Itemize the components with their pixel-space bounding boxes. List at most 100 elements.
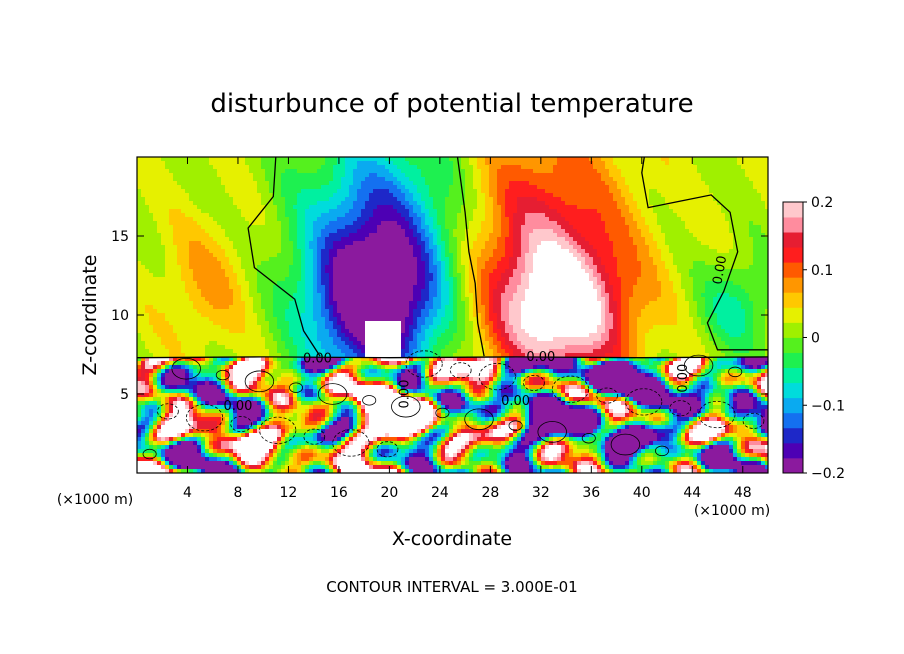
field-cell: [433, 265, 438, 270]
field-cell: [185, 213, 190, 218]
field-cell: [417, 261, 422, 266]
field-cell: [497, 233, 502, 238]
field-cell: [201, 253, 206, 258]
field-cell: [709, 165, 714, 170]
field-cell: [413, 161, 418, 166]
field-cell: [565, 205, 570, 210]
field-cell: [377, 201, 382, 206]
field-cell: [473, 229, 478, 234]
field-cell: [377, 197, 382, 202]
field-cell: [173, 213, 178, 218]
field-cell: [713, 173, 718, 178]
field-cell: [525, 181, 530, 186]
field-cell: [241, 189, 246, 194]
field-cell: [593, 157, 598, 162]
field-cell: [449, 177, 454, 182]
field-cell: [285, 265, 290, 270]
field-cell: [709, 169, 714, 174]
field-cell: [185, 269, 190, 274]
field-cell: [341, 221, 346, 226]
field-cell: [473, 185, 478, 190]
field-cell: [341, 277, 346, 282]
field-cell: [533, 173, 538, 178]
field-cell: [521, 221, 526, 226]
field-cell: [725, 269, 730, 274]
field-cell: [165, 197, 170, 202]
field-cell: [205, 165, 210, 170]
field-cell: [173, 169, 178, 174]
field-cell: [693, 221, 698, 226]
field-cell: [241, 205, 246, 210]
field-cell: [397, 221, 402, 226]
field-cell: [597, 185, 602, 190]
field-cell: [373, 181, 378, 186]
field-cell: [481, 177, 486, 182]
field-cell: [397, 241, 402, 246]
field-cell: [137, 237, 142, 242]
field-cell: [421, 193, 426, 198]
field-cell: [637, 233, 642, 238]
field-cell: [709, 245, 714, 250]
field-cell: [565, 237, 570, 242]
field-cell: [273, 177, 278, 182]
field-cell: [453, 237, 458, 242]
field-cell: [641, 217, 646, 222]
field-cell: [681, 205, 686, 210]
field-cell: [741, 165, 746, 170]
field-cell: [245, 225, 250, 230]
field-cell: [385, 197, 390, 202]
field-cell: [697, 209, 702, 214]
field-cell: [193, 249, 198, 254]
field-cell: [193, 197, 198, 202]
field-cell: [493, 181, 498, 186]
field-cell: [385, 181, 390, 186]
field-cell: [449, 165, 454, 170]
field-cell: [281, 181, 286, 186]
field-cell: [449, 265, 454, 270]
field-cell: [661, 229, 666, 234]
field-cell: [377, 281, 382, 286]
field-cell: [293, 169, 298, 174]
field-cell: [581, 249, 586, 254]
field-cell: [269, 277, 274, 282]
field-cell: [361, 253, 366, 258]
field-cell: [333, 249, 338, 254]
field-cell: [621, 181, 626, 186]
field-cell: [645, 213, 650, 218]
field-cell: [549, 193, 554, 198]
field-cell: [401, 197, 406, 202]
field-cell: [425, 273, 430, 278]
field-cell: [641, 205, 646, 210]
field-cell: [137, 169, 142, 174]
field-cell: [641, 185, 646, 190]
field-cell: [197, 249, 202, 254]
field-cell: [169, 229, 174, 234]
field-cell: [481, 233, 486, 238]
field-cell: [297, 161, 302, 166]
field-cell: [389, 205, 394, 210]
field-cell: [497, 189, 502, 194]
field-cell: [577, 241, 582, 246]
field-cell: [437, 173, 442, 178]
field-cell: [469, 169, 474, 174]
field-cell: [685, 221, 690, 226]
field-cell: [165, 169, 170, 174]
field-cell: [725, 205, 730, 210]
field-cell: [693, 277, 698, 282]
field-cell: [409, 169, 414, 174]
field-cell: [437, 209, 442, 214]
field-cell: [549, 157, 554, 162]
field-cell: [301, 245, 306, 250]
field-cell: [577, 185, 582, 190]
field-cell: [573, 273, 578, 278]
field-cell: [145, 269, 150, 274]
field-cell: [457, 201, 462, 206]
field-cell: [729, 181, 734, 186]
field-cell: [529, 253, 534, 258]
field-cell: [173, 165, 178, 170]
field-cell: [565, 265, 570, 270]
field-cell: [561, 269, 566, 274]
field-cell: [709, 249, 714, 254]
field-cell: [517, 177, 522, 182]
field-cell: [561, 165, 566, 170]
